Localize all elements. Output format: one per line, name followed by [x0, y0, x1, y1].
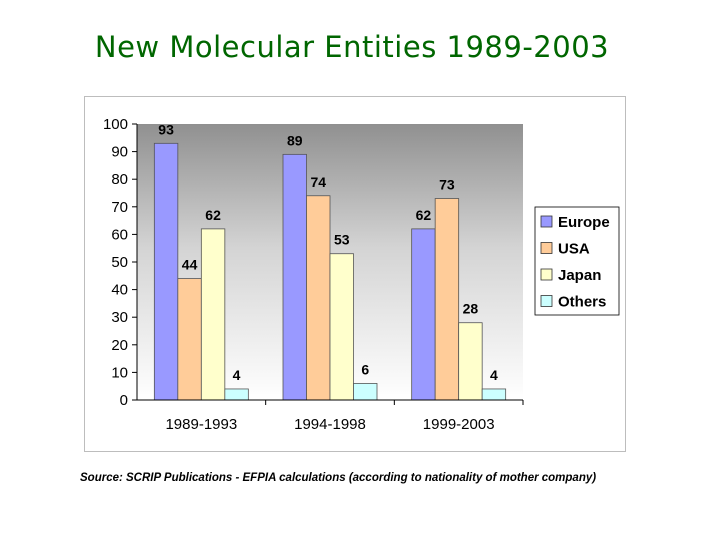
- x-category-label: 1994-1998: [294, 416, 366, 433]
- bar-europe-1999-2003: [411, 228, 436, 401]
- bar-chart: 0 10 20 30 40 50 60 70 80 90 100 93 44 62 4 1989-1993 89…: [103, 116, 620, 433]
- data-label-others: 4: [233, 367, 241, 383]
- y-tick-label: 50: [111, 254, 128, 271]
- legend-label-usa: USA: [558, 241, 590, 258]
- data-label-japan: 28: [463, 301, 479, 317]
- x-category-label: 1989-1993: [165, 416, 237, 433]
- data-label-usa: 44: [182, 257, 198, 273]
- data-label-europe: 89: [287, 132, 303, 148]
- y-tick-label: 10: [111, 364, 128, 381]
- y-tick-label: 0: [120, 392, 128, 409]
- y-tick-label: 80: [111, 171, 128, 188]
- data-label-japan: 53: [334, 232, 350, 248]
- bar-europe-1994-1998: [282, 153, 307, 401]
- legend-label-europe: Europe: [558, 214, 610, 231]
- data-label-usa: 73: [439, 177, 455, 193]
- chart-frame: 0 10 20 30 40 50 60 70 80 90 100 93 44 62 4 1989-1993 89…: [84, 96, 626, 452]
- y-tick-label: 100: [103, 116, 128, 133]
- bar-usa-1994-1998: [306, 195, 331, 401]
- y-tick-label: 20: [111, 337, 128, 354]
- bar-others-1989-1993: [224, 388, 249, 401]
- slide-title: New Molecular Entities 1989-2003: [94, 30, 610, 64]
- legend-label-japan: Japan: [558, 267, 601, 284]
- bar-others-1994-1998: [353, 383, 378, 401]
- data-label-europe: 93: [158, 121, 174, 137]
- bar-usa-1999-2003: [434, 198, 460, 401]
- data-label-japan: 62: [205, 207, 221, 223]
- data-label-europe: 62: [416, 207, 432, 223]
- data-label-others: 4: [490, 367, 498, 383]
- y-tick-label: 70: [111, 199, 128, 216]
- y-tick-label: 90: [111, 144, 128, 161]
- legend-swatch-europe: [540, 215, 553, 228]
- y-tick-label: 60: [111, 226, 128, 243]
- data-label-others: 6: [361, 361, 369, 377]
- x-category-label: 1999-2003: [423, 416, 495, 433]
- data-label-usa: 74: [310, 174, 326, 190]
- bar-usa-1989-1993: [177, 278, 202, 401]
- y-tick-label: 30: [111, 309, 128, 326]
- legend-label-others: Others: [558, 294, 606, 311]
- bar-japan-1994-1998: [329, 253, 354, 401]
- legend-swatch-usa: [540, 242, 553, 254]
- bar-others-1999-2003: [481, 388, 507, 401]
- bar-japan-1989-1993: [200, 228, 226, 401]
- bar-japan-1999-2003: [458, 322, 483, 401]
- legend-swatch-others: [540, 295, 553, 307]
- source-note: Source: SCRIP Publications - EFPIA calcu…: [80, 472, 597, 484]
- legend-swatch-japan: [540, 268, 553, 281]
- bar-europe-1989-1993: [153, 142, 179, 401]
- y-tick-label: 40: [111, 282, 128, 299]
